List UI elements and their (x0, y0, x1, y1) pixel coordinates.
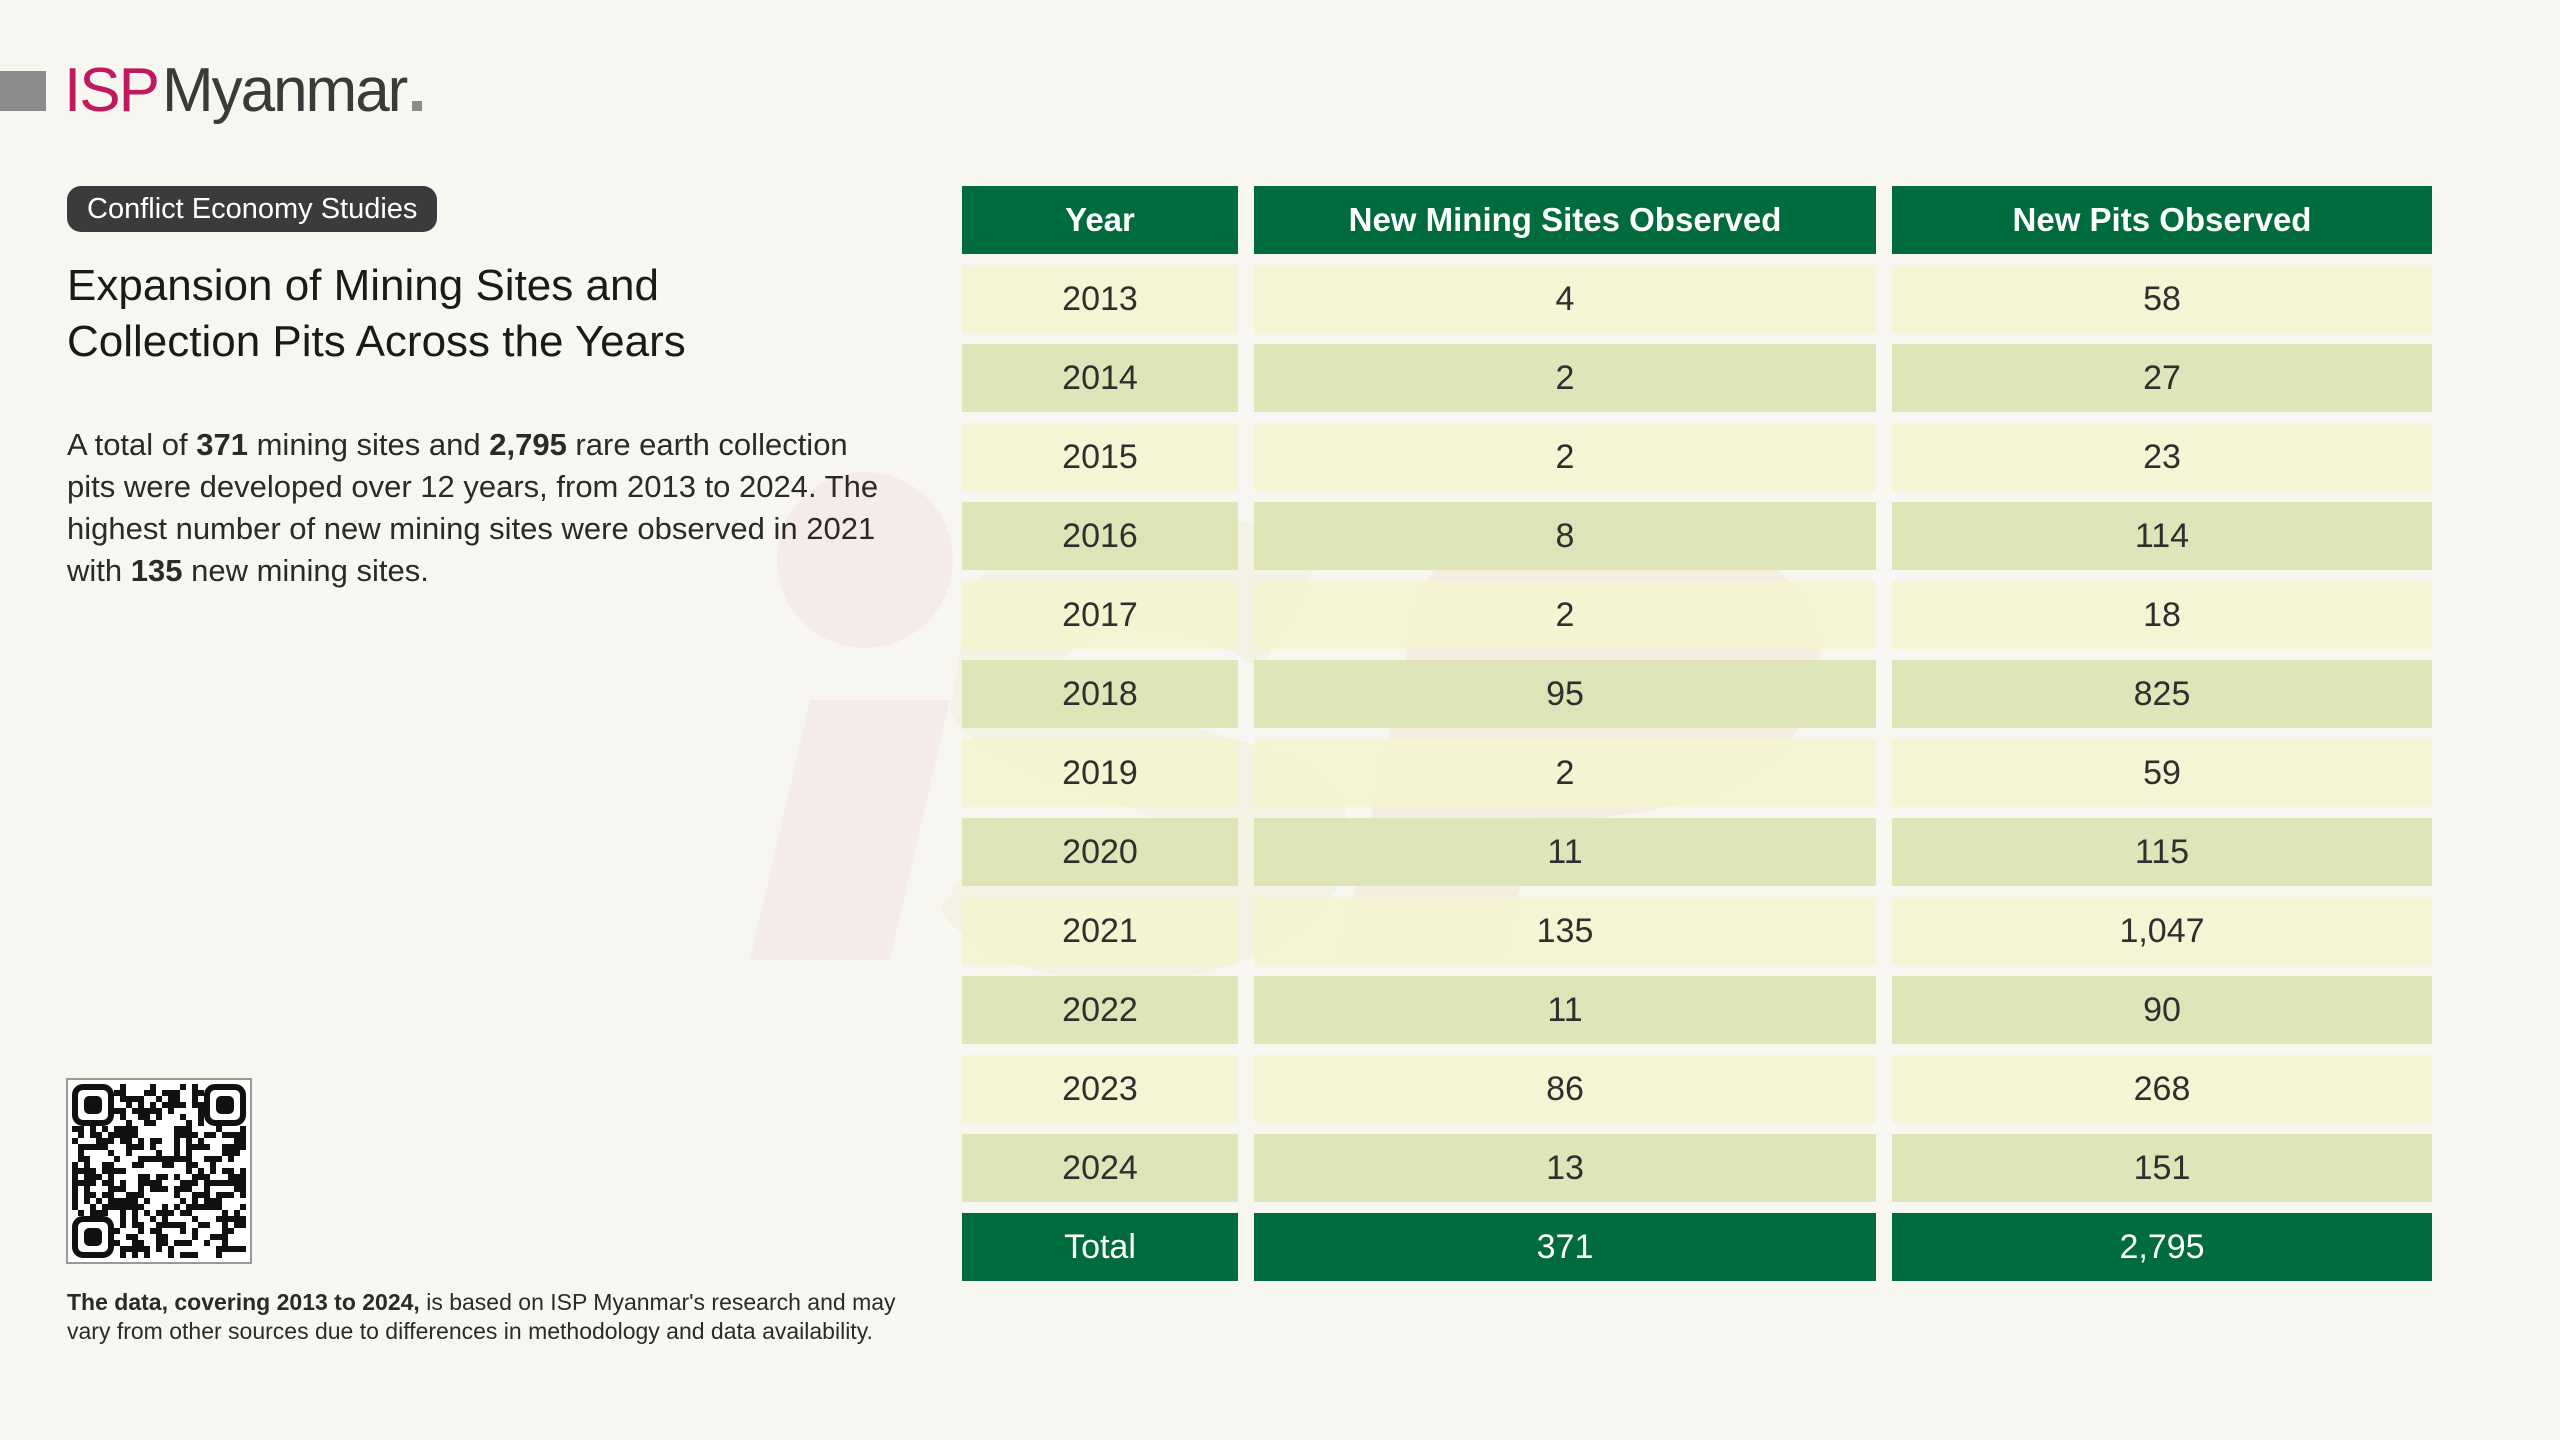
table-row: 2017 2 18 (962, 581, 2432, 649)
summary-pits-total: 2,795 (489, 427, 567, 462)
header-year: Year (962, 186, 1238, 254)
logo-myanmar: Myanmar (161, 56, 408, 125)
cell-pits: 825 (1892, 660, 2432, 728)
cell-year: 2022 (962, 976, 1238, 1044)
footnote: The data, covering 2013 to 2024, is base… (67, 1288, 897, 1346)
cell-pits: 90 (1892, 976, 2432, 1044)
cell-pits: 114 (1892, 502, 2432, 570)
table-row: 2018 95 825 (962, 660, 2432, 728)
cell-year: 2019 (962, 739, 1238, 807)
cell-sites: 11 (1254, 976, 1876, 1044)
cell-sites: 95 (1254, 660, 1876, 728)
cell-sites: 2 (1254, 344, 1876, 412)
logo-isp: ISP (64, 56, 160, 125)
cell-sites: 2 (1254, 581, 1876, 649)
cell-sites: 11 (1254, 818, 1876, 886)
category-tag: Conflict Economy Studies (67, 186, 438, 232)
total-pits: 2,795 (1892, 1213, 2432, 1281)
total-sites: 371 (1254, 1213, 1876, 1281)
summary-peak-sites: 135 (130, 553, 183, 588)
table-row: 2022 11 90 (962, 976, 2432, 1044)
summary-part-3: rare earth collection pits were develope… (67, 427, 879, 588)
cell-pits: 268 (1892, 1055, 2432, 1123)
cell-year: 2015 (962, 423, 1238, 491)
table-row: 2023 86 268 (962, 1055, 2432, 1123)
cell-sites: 13 (1254, 1134, 1876, 1202)
cell-pits: 58 (1892, 265, 2432, 333)
summary-text: A total of 371 mining sites and 2,795 ra… (67, 424, 887, 592)
qr-code[interactable] (66, 1078, 252, 1264)
summary-part-2: mining sites and (248, 427, 490, 462)
cell-pits: 23 (1892, 423, 2432, 491)
total-label: Total (962, 1213, 1238, 1281)
logo-dot (412, 101, 423, 111)
title-line-2: Collection Pits Across the Years (67, 317, 686, 366)
cell-year: 2016 (962, 502, 1238, 570)
table-row: 2013 4 58 (962, 265, 2432, 333)
title-line-1: Expansion of Mining Sites and (67, 261, 659, 310)
table-row: 2021 135 1,047 (962, 897, 2432, 965)
cell-sites: 8 (1254, 502, 1876, 570)
table-row: 2014 2 27 (962, 344, 2432, 412)
logo-bar (0, 71, 46, 111)
cell-year: 2014 (962, 344, 1238, 412)
cell-sites: 2 (1254, 423, 1876, 491)
cell-pits: 151 (1892, 1134, 2432, 1202)
cell-sites: 2 (1254, 739, 1876, 807)
summary-sites-total: 371 (196, 427, 248, 462)
summary-part-4: new mining sites. (182, 553, 429, 588)
table-total-row: Total 371 2,795 (962, 1213, 2432, 1281)
header-pits: New Pits Observed (1892, 186, 2432, 254)
cell-year: 2013 (962, 265, 1238, 333)
cell-sites: 86 (1254, 1055, 1876, 1123)
cell-pits: 115 (1892, 818, 2432, 886)
page-title: Expansion of Mining Sites and Collection… (67, 258, 867, 370)
cell-pits: 1,047 (1892, 897, 2432, 965)
cell-year: 2021 (962, 897, 1238, 965)
header-mining-sites: New Mining Sites Observed (1254, 186, 1876, 254)
table-row: 2015 2 23 (962, 423, 2432, 491)
summary-part-1: A total of (67, 427, 197, 462)
cell-year: 2024 (962, 1134, 1238, 1202)
table-row: 2016 8 114 (962, 502, 2432, 570)
isp-myanmar-logo: ISPMyanmar (64, 60, 423, 122)
cell-year: 2017 (962, 581, 1238, 649)
cell-sites: 4 (1254, 265, 1876, 333)
table-row: 2019 2 59 (962, 739, 2432, 807)
footnote-bold: The data, covering 2013 to 2024, (67, 1289, 420, 1315)
cell-year: 2018 (962, 660, 1238, 728)
footnote-rest: is based on ISP Myanmar's research and m… (67, 1289, 896, 1344)
cell-pits: 27 (1892, 344, 2432, 412)
table-row: 2024 13 151 (962, 1134, 2432, 1202)
cell-year: 2020 (962, 818, 1238, 886)
table-header-row: Year New Mining Sites Observed New Pits … (962, 186, 2432, 254)
cell-pits: 59 (1892, 739, 2432, 807)
table-row: 2020 11 115 (962, 818, 2432, 886)
cell-year: 2023 (962, 1055, 1238, 1123)
cell-sites: 135 (1254, 897, 1876, 965)
cell-pits: 18 (1892, 581, 2432, 649)
qr-code-image (72, 1084, 246, 1258)
